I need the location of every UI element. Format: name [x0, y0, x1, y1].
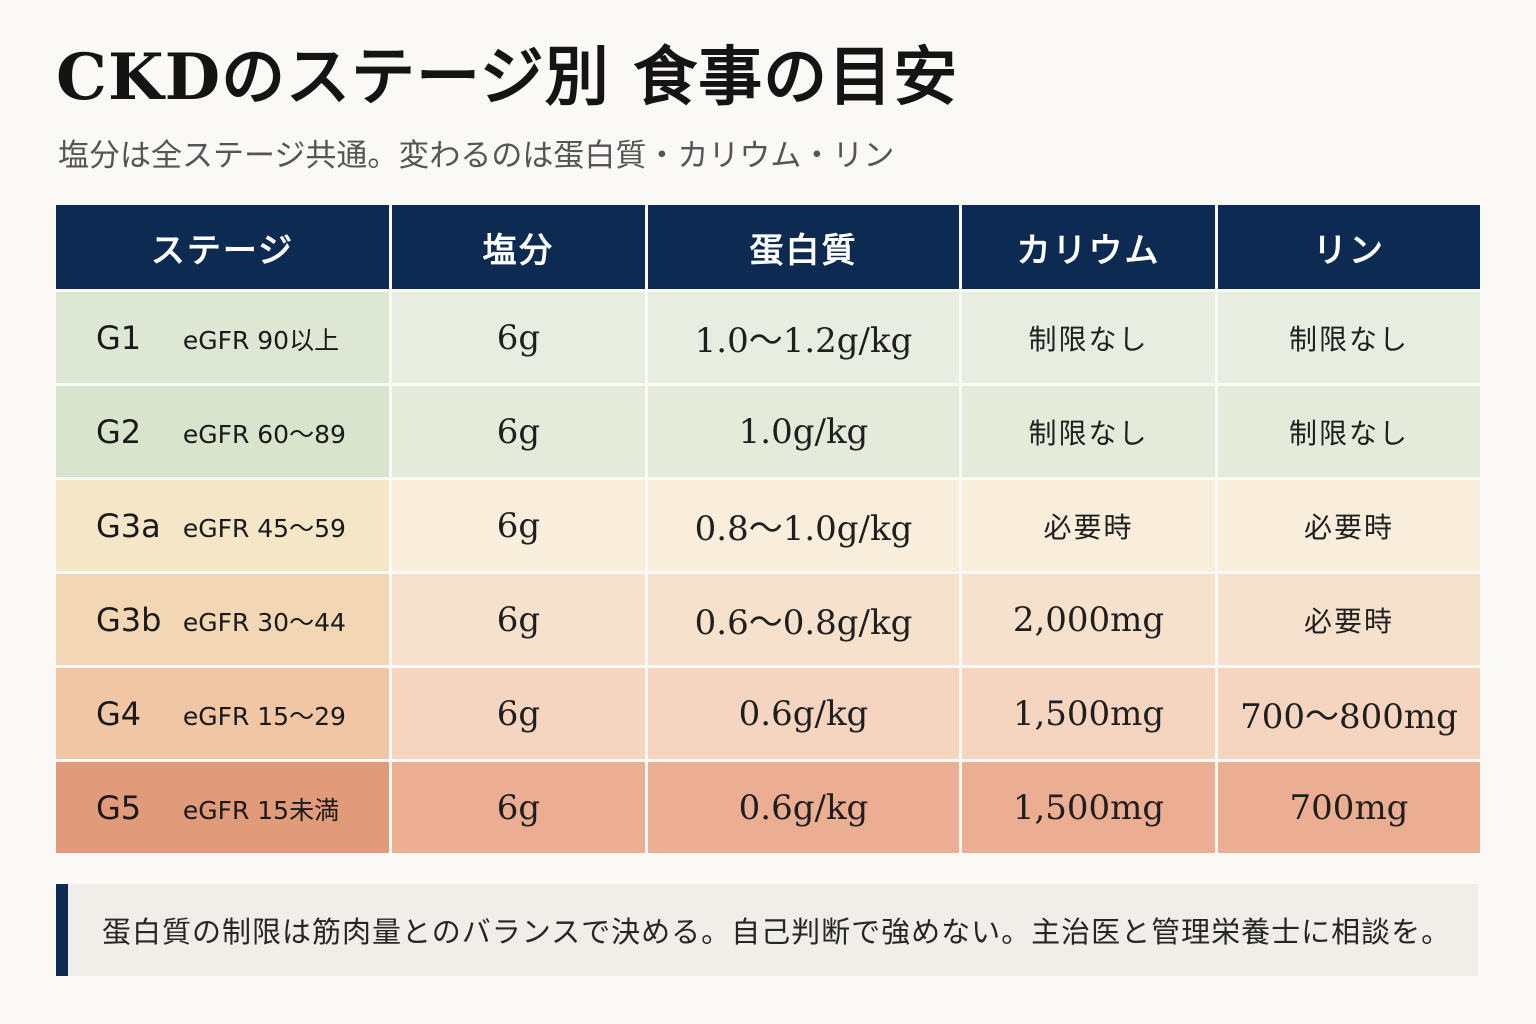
protein-cell: 0.6g/kg: [648, 668, 959, 759]
table-row: G3a eGFR 45～59 6g 0.8～1.0g/kg 必要時 必要時: [56, 480, 1480, 571]
header-stage: ステージ: [56, 205, 389, 289]
table-row: G2 eGFR 60～89 6g 1.0g/kg 制限なし 制限なし: [56, 386, 1480, 477]
header-protein: 蛋白質: [648, 205, 959, 289]
stage-cell: G3a eGFR 45～59: [56, 480, 389, 571]
stage-egfr: eGFR 30～44: [182, 607, 346, 637]
salt-cell: 6g: [392, 668, 645, 759]
note-box: 蛋白質の制限は筋肉量とのバランスで決める。自己判断で強めない。主治医と管理栄養士…: [56, 884, 1478, 976]
table-row: G3b eGFR 30～44 6g 0.6～0.8g/kg 2,000mg 必要…: [56, 574, 1480, 665]
stage-cell: G3b eGFR 30～44: [56, 574, 389, 665]
diet-table-container: ステージ 塩分 蛋白質 カリウム リン G1 eGFR 90以上 6g 1.0～…: [56, 205, 1480, 853]
salt-cell: 6g: [392, 292, 645, 383]
page-title: CKDのステージ別 食事の目安: [56, 40, 959, 115]
page-subtitle: 塩分は全ステージ共通。変わるのは蛋白質・カリウム・リン: [58, 138, 895, 174]
stage-code: G3a: [96, 506, 161, 545]
phosphorus-cell: 700mg: [1218, 762, 1480, 853]
stage-egfr: eGFR 15未満: [182, 795, 340, 825]
stage-code: G3b: [96, 600, 162, 639]
note-text: 蛋白質の制限は筋肉量とのバランスで決める。自己判断で強めない。主治医と管理栄養士…: [102, 915, 1452, 949]
diet-table: ステージ 塩分 蛋白質 カリウム リン G1 eGFR 90以上 6g 1.0～…: [53, 202, 1483, 856]
header-salt: 塩分: [392, 205, 645, 289]
stage-code: G5: [96, 788, 142, 827]
stage-cell: G2 eGFR 60～89: [56, 386, 389, 477]
potassium-cell: 制限なし: [962, 292, 1215, 383]
stage-egfr: eGFR 90以上: [182, 325, 340, 355]
protein-cell: 0.8～1.0g/kg: [648, 480, 959, 571]
stage-code: G4: [96, 694, 142, 733]
stage-cell: G4 eGFR 15～29: [56, 668, 389, 759]
protein-cell: 0.6g/kg: [648, 762, 959, 853]
table-header-row: ステージ 塩分 蛋白質 カリウム リン: [56, 205, 1480, 289]
salt-cell: 6g: [392, 762, 645, 853]
protein-cell: 1.0g/kg: [648, 386, 959, 477]
phosphorus-cell: 制限なし: [1218, 386, 1480, 477]
phosphorus-cell: 700～800mg: [1218, 668, 1480, 759]
phosphorus-cell: 制限なし: [1218, 292, 1480, 383]
potassium-cell: 1,500mg: [962, 668, 1215, 759]
stage-cell: G1 eGFR 90以上: [56, 292, 389, 383]
potassium-cell: 1,500mg: [962, 762, 1215, 853]
stage-egfr: eGFR 60～89: [182, 419, 346, 449]
stage-egfr: eGFR 15～29: [182, 701, 346, 731]
phosphorus-cell: 必要時: [1218, 480, 1480, 571]
table-row: G5 eGFR 15未満 6g 0.6g/kg 1,500mg 700mg: [56, 762, 1480, 853]
stage-code: G2: [96, 412, 142, 451]
header-potassium: カリウム: [962, 205, 1215, 289]
salt-cell: 6g: [392, 574, 645, 665]
phosphorus-cell: 必要時: [1218, 574, 1480, 665]
protein-cell: 0.6～0.8g/kg: [648, 574, 959, 665]
stage-cell: G5 eGFR 15未満: [56, 762, 389, 853]
potassium-cell: 必要時: [962, 480, 1215, 571]
potassium-cell: 2,000mg: [962, 574, 1215, 665]
salt-cell: 6g: [392, 480, 645, 571]
table-row: G1 eGFR 90以上 6g 1.0～1.2g/kg 制限なし 制限なし: [56, 292, 1480, 383]
protein-cell: 1.0～1.2g/kg: [648, 292, 959, 383]
potassium-cell: 制限なし: [962, 386, 1215, 477]
salt-cell: 6g: [392, 386, 645, 477]
table-row: G4 eGFR 15～29 6g 0.6g/kg 1,500mg 700～800…: [56, 668, 1480, 759]
stage-code: G1: [96, 318, 142, 357]
stage-egfr: eGFR 45～59: [182, 513, 346, 543]
header-phosphorus: リン: [1218, 205, 1480, 289]
